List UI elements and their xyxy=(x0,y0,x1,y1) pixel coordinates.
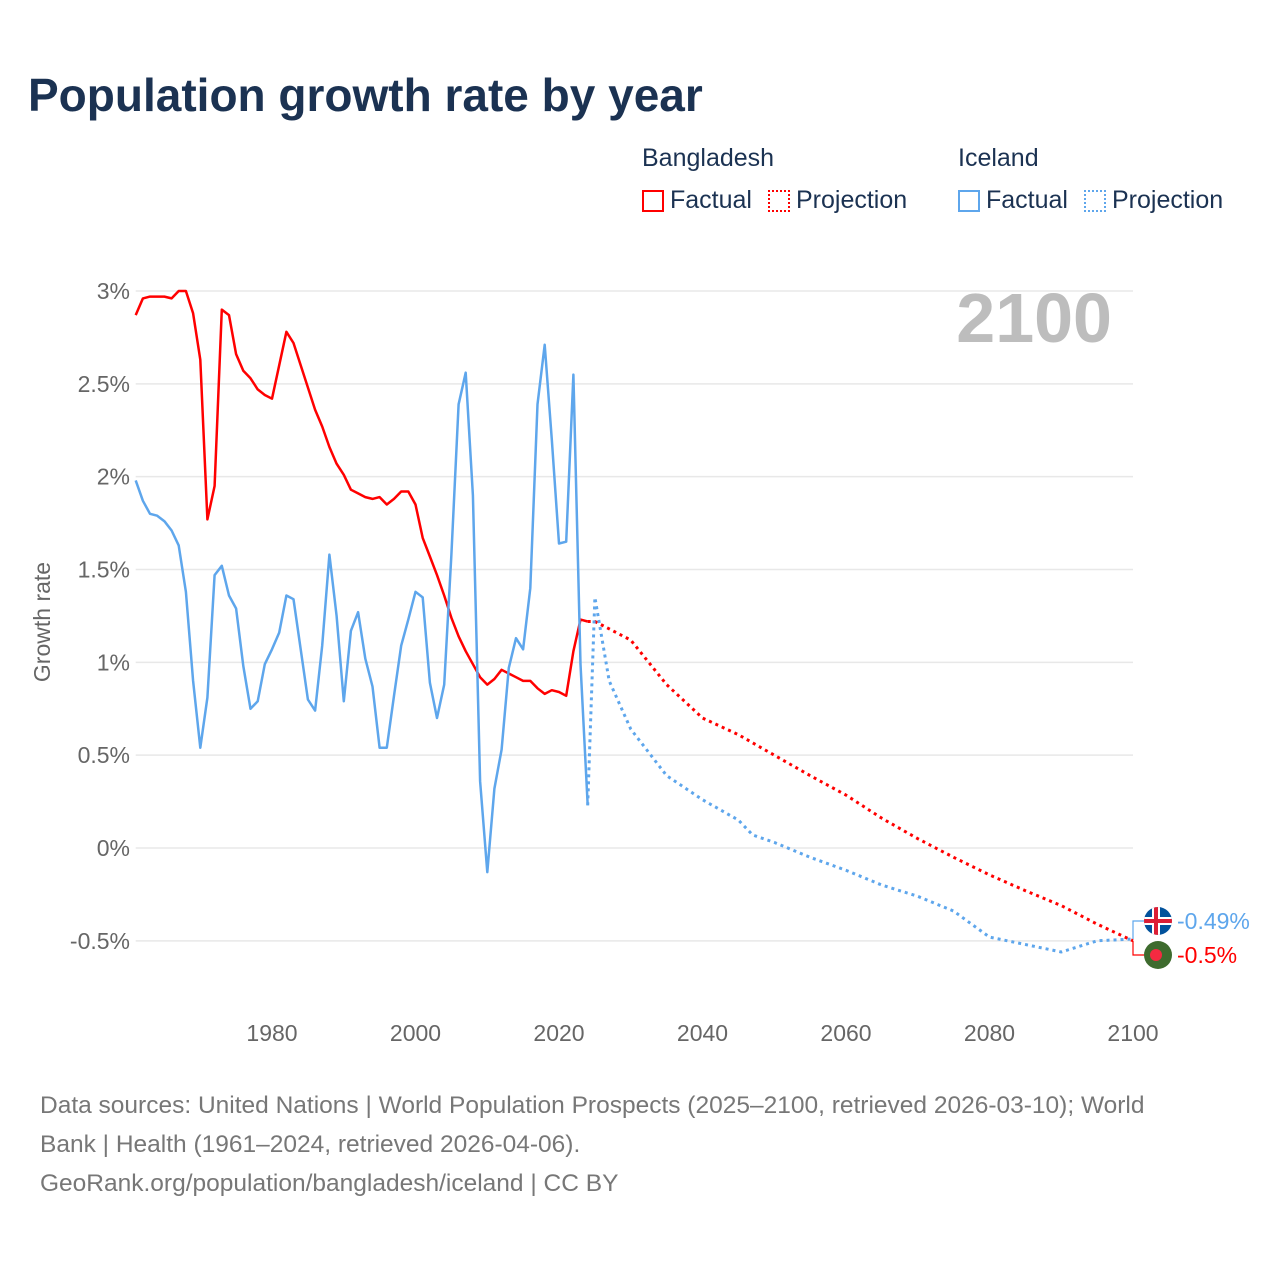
bangladesh-flag-disc xyxy=(1150,949,1162,961)
legend-swatch-solid-icon xyxy=(642,189,664,212)
legend-label: Projection xyxy=(1111,186,1224,214)
legend-label: Projection xyxy=(795,186,908,214)
y-tick-label: 0.5% xyxy=(78,742,130,768)
end-label-bangladesh: -0.5% xyxy=(1177,942,1237,968)
x-tick-label: 2000 xyxy=(390,1020,441,1046)
legend-label: Factual xyxy=(670,186,752,214)
footer-url: GeoRank.org/population/bangladesh/icelan… xyxy=(40,1170,619,1197)
x-tick-label: 2020 xyxy=(533,1020,584,1046)
legend-item-iceland-factual[interactable]: Factual xyxy=(958,186,1068,215)
y-tick-label: 0% xyxy=(97,835,130,861)
end-label-iceland: -0.49% xyxy=(1177,908,1250,934)
x-tick-label: 1980 xyxy=(246,1020,297,1046)
current-year-label: 2100 xyxy=(956,279,1112,357)
y-tick-label: 1% xyxy=(97,649,130,675)
x-tick-label: 2100 xyxy=(1107,1020,1158,1046)
legend-item-iceland-projection[interactable]: Projection xyxy=(1083,186,1224,215)
x-tick-label: 2080 xyxy=(964,1020,1015,1046)
legend-iceland: Factual Projection xyxy=(958,186,1223,215)
legend-label: Factual xyxy=(986,186,1068,214)
legend-swatch-dotted-icon xyxy=(1083,189,1106,212)
legend-bangladesh: Factual Projection xyxy=(642,186,907,215)
legend-swatch-solid-icon xyxy=(958,189,980,212)
x-tick-label: 2040 xyxy=(677,1020,728,1046)
iceland-flag-icon xyxy=(1144,907,1172,935)
y-tick-label: 3% xyxy=(97,278,130,304)
y-tick-label: -0.5% xyxy=(70,928,130,954)
x-tick-label: 2060 xyxy=(820,1020,871,1046)
series-line-iceland-factual xyxy=(134,343,589,874)
legend-group-bangladesh: Bangladesh xyxy=(642,144,775,172)
flag-cross-red xyxy=(1154,907,1158,935)
series-line-bangladesh-projection xyxy=(587,620,1134,943)
series-line-bangladesh-factual xyxy=(134,289,589,698)
legend-item-bangladesh-factual[interactable]: Factual xyxy=(642,186,752,215)
footer-sources-line2: Bank | Health (1961–2024, retrieved 2026… xyxy=(40,1131,581,1158)
y-axis-label: Growth rate xyxy=(29,562,55,682)
y-tick-label: 2.5% xyxy=(78,371,130,397)
chart-title: Population growth rate by year xyxy=(28,69,703,121)
series-line-iceland-projection xyxy=(586,595,1134,954)
legend-swatch-dotted-icon xyxy=(767,189,790,212)
y-tick-label: 1.5% xyxy=(78,557,130,583)
y-tick-label: 2% xyxy=(97,464,130,490)
footer-sources-line1: Data sources: United Nations | World Pop… xyxy=(40,1092,1145,1119)
legend-group-iceland: Iceland xyxy=(958,144,1039,172)
legend-item-bangladesh-projection[interactable]: Projection xyxy=(767,186,908,215)
